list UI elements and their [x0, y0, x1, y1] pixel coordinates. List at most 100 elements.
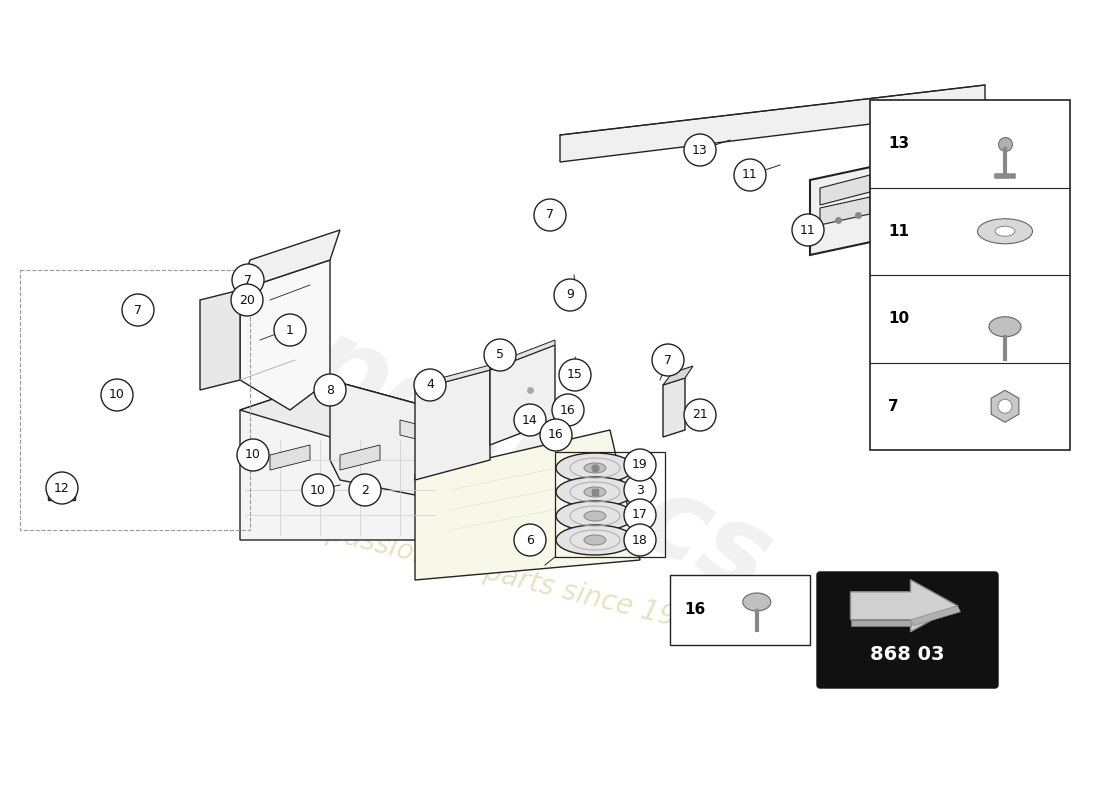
Polygon shape [820, 197, 870, 225]
Circle shape [624, 499, 656, 531]
Polygon shape [490, 340, 556, 370]
Circle shape [236, 439, 270, 471]
Text: 2: 2 [361, 483, 368, 497]
Polygon shape [572, 367, 585, 383]
Ellipse shape [584, 535, 606, 545]
Text: 10: 10 [888, 311, 909, 326]
Text: 13: 13 [888, 136, 909, 151]
Circle shape [652, 344, 684, 376]
Polygon shape [200, 290, 240, 390]
Polygon shape [415, 365, 490, 390]
Text: 10: 10 [109, 389, 125, 402]
Text: 9: 9 [566, 289, 574, 302]
Text: 14: 14 [522, 414, 538, 426]
Polygon shape [240, 230, 340, 290]
Polygon shape [415, 370, 490, 480]
Text: 12: 12 [54, 482, 70, 494]
Circle shape [232, 264, 264, 296]
Polygon shape [820, 175, 870, 205]
Text: 868 03: 868 03 [870, 645, 945, 664]
Text: 20: 20 [239, 294, 255, 306]
Ellipse shape [556, 453, 634, 483]
Ellipse shape [584, 511, 606, 521]
Circle shape [998, 399, 1012, 414]
Polygon shape [330, 380, 450, 500]
Ellipse shape [584, 463, 606, 473]
Polygon shape [850, 620, 911, 626]
Circle shape [540, 419, 572, 451]
Text: 15: 15 [568, 369, 583, 382]
Circle shape [559, 359, 591, 391]
Circle shape [624, 449, 656, 481]
Polygon shape [560, 85, 984, 162]
Text: 7: 7 [244, 274, 252, 286]
Circle shape [792, 214, 824, 246]
Circle shape [101, 379, 133, 411]
Polygon shape [810, 165, 880, 255]
Ellipse shape [989, 317, 1021, 337]
Text: 18: 18 [632, 534, 648, 546]
Circle shape [534, 199, 566, 231]
Text: 19: 19 [632, 458, 648, 471]
Polygon shape [663, 378, 685, 437]
FancyBboxPatch shape [670, 575, 810, 645]
Circle shape [684, 399, 716, 431]
Text: 21: 21 [692, 409, 708, 422]
Text: 3: 3 [636, 483, 644, 497]
Text: 13: 13 [692, 143, 708, 157]
Polygon shape [850, 580, 957, 632]
Circle shape [734, 159, 766, 191]
Circle shape [684, 134, 716, 166]
Text: 10: 10 [310, 483, 326, 497]
Ellipse shape [556, 501, 634, 531]
Polygon shape [270, 445, 310, 470]
Text: 11: 11 [742, 169, 758, 182]
Ellipse shape [556, 477, 634, 507]
Ellipse shape [556, 525, 634, 555]
Circle shape [484, 339, 516, 371]
FancyBboxPatch shape [817, 572, 998, 688]
Polygon shape [490, 345, 556, 445]
Circle shape [302, 474, 334, 506]
Polygon shape [340, 445, 379, 470]
Text: 16: 16 [684, 602, 705, 618]
Circle shape [314, 374, 346, 406]
Text: 7: 7 [546, 209, 554, 222]
Polygon shape [991, 390, 1019, 422]
Text: 17: 17 [632, 509, 648, 522]
Text: 11: 11 [888, 224, 909, 238]
Text: 6: 6 [526, 534, 534, 546]
Text: 11: 11 [800, 223, 816, 237]
Polygon shape [240, 260, 330, 410]
Circle shape [624, 474, 656, 506]
Polygon shape [911, 606, 960, 626]
Ellipse shape [742, 593, 771, 611]
Ellipse shape [996, 226, 1015, 236]
Text: 16: 16 [548, 429, 564, 442]
Text: 7: 7 [664, 354, 672, 366]
Text: 1: 1 [286, 323, 294, 337]
Text: 10: 10 [245, 449, 261, 462]
Text: 5: 5 [496, 349, 504, 362]
Polygon shape [48, 488, 75, 500]
Polygon shape [320, 383, 336, 399]
Polygon shape [562, 285, 580, 305]
Text: 8: 8 [326, 383, 334, 397]
Ellipse shape [584, 487, 606, 497]
Text: a passion for parts since 1985: a passion for parts since 1985 [299, 512, 713, 640]
FancyBboxPatch shape [870, 100, 1070, 450]
Text: 16: 16 [560, 403, 576, 417]
Circle shape [514, 524, 546, 556]
Polygon shape [663, 366, 693, 385]
Polygon shape [400, 420, 440, 445]
Circle shape [46, 472, 78, 504]
Polygon shape [415, 430, 640, 580]
Polygon shape [240, 380, 440, 540]
Polygon shape [240, 380, 440, 440]
Circle shape [274, 314, 306, 346]
Text: 7: 7 [134, 303, 142, 317]
Circle shape [231, 284, 263, 316]
Text: 7: 7 [888, 398, 899, 414]
Circle shape [552, 394, 584, 426]
Text: 4: 4 [426, 378, 433, 391]
